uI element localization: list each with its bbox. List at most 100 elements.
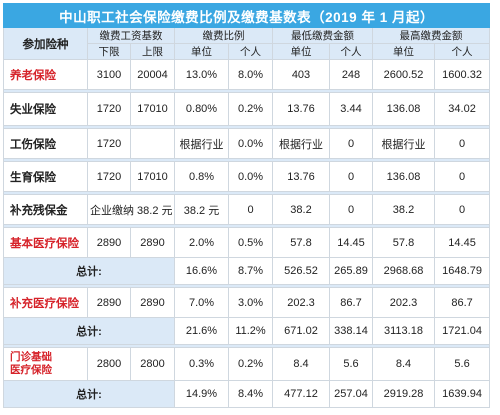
total-row: 总计: 16.6% 8.7% 526.52 265.89 2968.68 164… [3, 257, 491, 285]
cell-lower: 2890 [87, 227, 131, 258]
table-row: 失业保险 1720 17010 0.80% 0.2% 13.76 3.44 13… [3, 92, 491, 126]
cell-min-personal: 0 [329, 194, 373, 225]
cell-upper: 17010 [130, 161, 175, 192]
cell-unit-ratio: 0.80% [174, 92, 229, 126]
row-name: 生育保险 [3, 161, 88, 192]
cell-personal-ratio: 3.0% [228, 287, 273, 318]
cell-min-unit: 8.4 [272, 347, 330, 381]
total-max-unit: 2919.28 [372, 380, 435, 408]
cell-max-personal: 0 [433, 161, 491, 192]
total-min-unit: 671.02 [272, 317, 330, 345]
cell-min-personal: 0 [329, 161, 373, 192]
cell-min-personal: 5.6 [329, 347, 373, 381]
cell-personal-ratio: 0.2% [228, 92, 273, 126]
total-min-personal: 338.14 [329, 317, 373, 345]
row-name: 门诊基础 医疗保险 [3, 347, 88, 381]
total-unit-ratio: 16.6% [174, 257, 229, 285]
cell-max-personal: 14.45 [433, 227, 491, 258]
title-row: 中山职工社会保险缴费比例及缴费基数表（2019 年 1 月起） [2, 3, 491, 28]
cell-unit-ratio: 13.0% [174, 59, 229, 90]
header-max-personal: 个人 [433, 43, 491, 60]
table-row: 生育保险 1720 17010 0.8% 0.0% 13.76 0 136.08… [3, 161, 491, 192]
cell-personal-ratio: 0.0% [228, 128, 273, 159]
total-label: 总计: [3, 257, 175, 285]
cell-max-unit: 8.4 [372, 347, 435, 381]
row-name-line-2: 医疗保险 [10, 364, 52, 376]
cell-max-personal: 1600.32 [433, 59, 491, 90]
cell-upper [130, 128, 175, 159]
total-label: 总计: [3, 380, 175, 408]
cell-max-personal: 0 [433, 194, 491, 225]
cell-max-unit: 根据行业 [372, 128, 435, 159]
total-personal-ratio: 11.2% [228, 317, 273, 345]
cell-min-unit: 202.3 [272, 287, 330, 318]
header-min-amount: 最低缴费金额 [272, 27, 373, 44]
row-name-line-1: 门诊基础 [10, 351, 52, 363]
total-max-personal: 1639.94 [433, 380, 491, 408]
cell-lower: 1720 [87, 128, 131, 159]
total-min-unit: 526.52 [272, 257, 330, 285]
cell-lower: 1720 [87, 161, 131, 192]
cell-upper: 2890 [130, 287, 175, 318]
cell-max-unit: 136.08 [372, 161, 435, 192]
cell-upper: 2800 [130, 347, 175, 381]
cell-lower: 3100 [87, 59, 131, 90]
cell-min-personal: 248 [329, 59, 373, 90]
header-min-unit: 单位 [272, 43, 330, 60]
row-name: 养老保险 [3, 59, 88, 90]
total-min-personal: 265.89 [329, 257, 373, 285]
cell-max-unit: 38.2 [372, 194, 435, 225]
total-unit-ratio: 14.9% [174, 380, 229, 408]
cell-max-unit: 202.3 [372, 287, 435, 318]
cell-lower: 2800 [87, 347, 131, 381]
cell-personal-ratio: 0.2% [228, 347, 273, 381]
header-max-amount: 最高缴费金额 [371, 27, 491, 44]
row-name: 补充残保金 [3, 194, 88, 225]
contribution-table-wrapper: 中山职工社会保险缴费比例及缴费基数表（2019 年 1 月起） 参加险种 缴费工… [2, 3, 491, 408]
table-row: 门诊基础 医疗保险 2800 2800 0.3% 0.2% 8.4 5.6 8.… [3, 347, 491, 381]
cell-upper: 17010 [130, 92, 175, 126]
total-row: 总计: 21.6% 11.2% 671.02 338.14 3113.18 17… [3, 317, 491, 345]
header-upper: 上限 [130, 43, 175, 60]
header-ratio-unit: 单位 [174, 43, 229, 60]
total-personal-ratio: 8.7% [228, 257, 273, 285]
cell-unit-ratio: 根据行业 [174, 128, 229, 159]
cell-max-personal: 5.6 [433, 347, 491, 381]
cell-min-unit: 13.76 [272, 92, 330, 126]
row-name: 补充医疗保险 [3, 287, 88, 318]
table-row: 补充残保金 企业缴纳 38.2 元 38.2 元 0 38.2 0 38.2 0 [3, 194, 491, 225]
total-min-personal: 257.04 [329, 380, 373, 408]
total-max-unit: 2968.68 [372, 257, 435, 285]
cell-max-personal: 34.02 [433, 92, 491, 126]
cell-unit-ratio: 0.8% [174, 161, 229, 192]
header-wage-base: 缴费工资基数 [87, 27, 175, 44]
contribution-table: 中山职工社会保险缴费比例及缴费基数表（2019 年 1 月起） 参加险种 缴费工… [2, 3, 491, 408]
total-min-unit: 477.12 [272, 380, 330, 408]
total-max-personal: 1721.04 [433, 317, 491, 345]
cell-min-unit: 根据行业 [272, 128, 330, 159]
cell-min-personal: 14.45 [329, 227, 373, 258]
table-title: 中山职工社会保险缴费比例及缴费基数表（2019 年 1 月起） [2, 3, 491, 28]
cell-max-personal: 86.7 [433, 287, 491, 318]
cell-lower: 1720 [87, 92, 131, 126]
cell-max-personal: 0 [433, 128, 491, 159]
total-label: 总计: [3, 317, 175, 345]
header-max-unit: 单位 [372, 43, 435, 60]
cell-upper: 20004 [130, 59, 175, 90]
cell-max-unit: 2600.52 [372, 59, 435, 90]
cell-personal-ratio: 0.0% [228, 161, 273, 192]
table-row: 补充医疗保险 2890 2890 7.0% 3.0% 202.3 86.7 20… [3, 287, 491, 318]
total-max-unit: 3113.18 [372, 317, 435, 345]
table-row: 基本医疗保险 2890 2890 2.0% 0.5% 57.8 14.45 57… [3, 227, 491, 258]
total-max-personal: 1648.79 [433, 257, 491, 285]
cell-min-unit: 38.2 [272, 194, 330, 225]
cell-min-unit: 13.76 [272, 161, 330, 192]
cell-unit-ratio: 0.3% [174, 347, 229, 381]
cell-max-unit: 57.8 [372, 227, 435, 258]
table-row: 养老保险 3100 20004 13.0% 8.0% 403 248 2600.… [3, 59, 491, 90]
table-row: 工伤保险 1720 根据行业 0.0% 根据行业 0 根据行业 0 [3, 128, 491, 159]
header-min-personal: 个人 [329, 43, 373, 60]
total-unit-ratio: 21.6% [174, 317, 229, 345]
cell-unit-ratio: 2.0% [174, 227, 229, 258]
total-personal-ratio: 8.4% [228, 380, 273, 408]
